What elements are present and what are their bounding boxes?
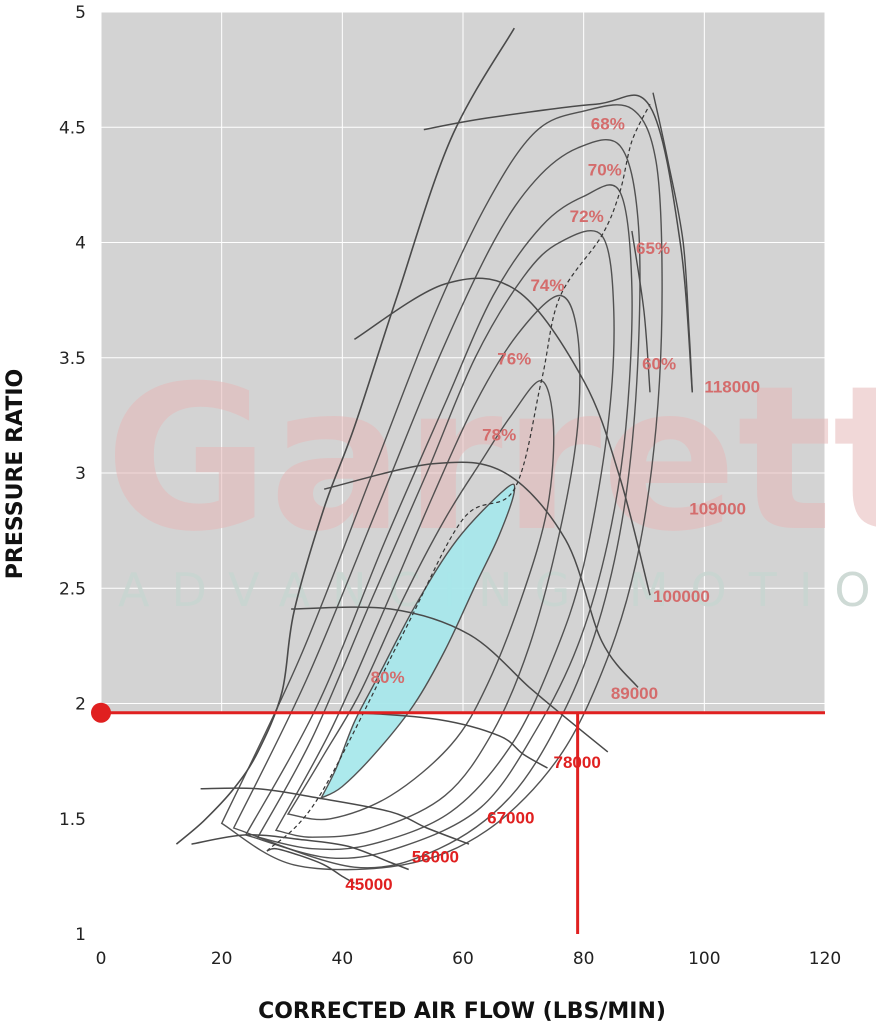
speed-label-100000: 100000 xyxy=(653,587,710,606)
efficiency-island-78 xyxy=(286,380,555,821)
y-tick-label-5: 5 xyxy=(75,3,86,23)
efficiency-label-68: 68% xyxy=(591,115,625,134)
y-tick-label-2.5: 2.5 xyxy=(59,579,86,599)
x-tick-label-60: 60 xyxy=(452,949,474,969)
efficiency-label-80: 80% xyxy=(371,668,405,687)
speed-line-100000 xyxy=(324,461,639,688)
choke-line-65 xyxy=(631,230,651,393)
watermark: Garrett ADVANCING MOTION xyxy=(105,343,876,617)
x-tick-label-80: 80 xyxy=(573,949,595,969)
speed-line-109000 xyxy=(354,277,651,596)
speed-line-45000 xyxy=(266,847,355,884)
y-tick-label-1.5: 1.5 xyxy=(59,810,86,830)
efficiency-island-72 xyxy=(244,184,633,860)
speed-line-56000 xyxy=(191,834,409,871)
efficiency-island-80 xyxy=(319,483,516,800)
efficiency-label-76: 76% xyxy=(497,350,531,369)
y-tick-label-4: 4 xyxy=(75,234,86,254)
efficiency-label-74: 74% xyxy=(530,276,564,295)
efficiency-island-74 xyxy=(256,230,615,851)
speed-label-109000: 109000 xyxy=(689,499,746,518)
watermark-tagline: ADVANCING MOTION xyxy=(118,563,876,617)
efficiency-label-78: 78% xyxy=(482,426,516,445)
speed-label-78000: 78000 xyxy=(554,753,601,772)
efficiency-label-65: 65% xyxy=(636,239,670,258)
x-axis-title: CORRECTED AIR FLOW (LBS/MIN) xyxy=(258,999,666,1024)
efficiency-islands xyxy=(220,92,693,871)
speed-label-118000: 118000 xyxy=(704,377,760,396)
speed-label-45000: 45000 xyxy=(345,875,392,894)
y-tick-label-4.5: 4.5 xyxy=(59,118,86,138)
x-tick-label-40: 40 xyxy=(332,949,354,969)
y-tick-label-2: 2 xyxy=(75,695,86,715)
operating-point-markers xyxy=(91,702,825,934)
x-tick-label-120: 120 xyxy=(809,949,841,969)
x-tick-label-20: 20 xyxy=(211,949,233,969)
y-tick-label-1: 1 xyxy=(75,925,86,945)
speed-labels: 118000 109000 100000 89000 78000 67000 56000 45… xyxy=(345,377,760,894)
speed-line-118000 xyxy=(423,94,694,393)
speed-label-89000: 89000 xyxy=(611,684,658,703)
efficiency-label-70: 70% xyxy=(588,161,622,180)
y-tick-label-3.5: 3.5 xyxy=(59,349,86,369)
lower-region-band xyxy=(101,712,825,934)
speed-label-67000: 67000 xyxy=(487,808,534,827)
efficiency-label-72: 72% xyxy=(570,207,604,226)
y-tick-label-3: 3 xyxy=(75,464,86,484)
y-axis-title: PRESSURE RATIO xyxy=(3,369,28,579)
x-tick-label-0: 0 xyxy=(96,949,107,969)
efficiency-island-70 xyxy=(232,138,641,869)
efficiency-label-60: 60% xyxy=(642,354,676,373)
efficiency-island-76 xyxy=(274,294,581,838)
efficiency-island-68 xyxy=(220,104,663,871)
efficiency-labels: 68% 70% 72% 65% 74% 76% 60% 78% 80% xyxy=(371,115,677,687)
speed-label-56000: 56000 xyxy=(412,848,459,867)
axis-ticks: 0 20 40 60 80 100 120 1 1.5 2 2.5 3 3.5 4 4.5 5 xyxy=(59,3,841,969)
speed-line-67000 xyxy=(200,787,470,845)
peak-efficiency-line xyxy=(266,103,651,852)
operating-point-dot xyxy=(91,702,111,723)
x-tick-label-100: 100 xyxy=(688,949,720,969)
